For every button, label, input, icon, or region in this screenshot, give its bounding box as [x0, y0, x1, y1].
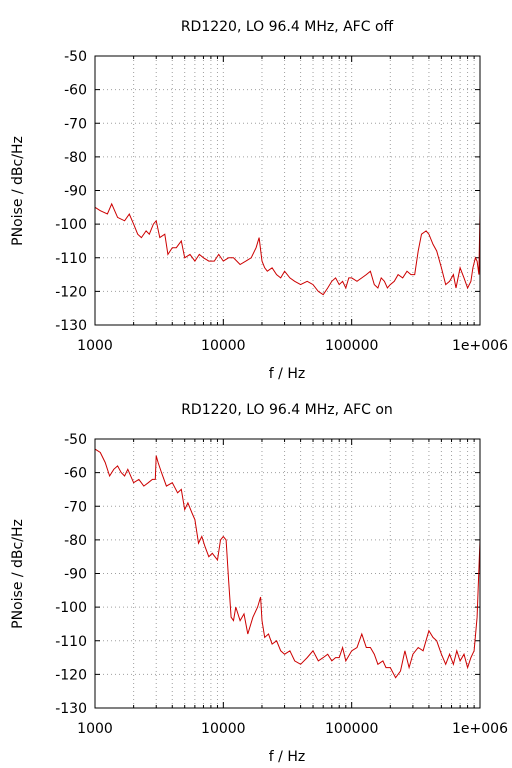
chart-afc-off: RD1220, LO 96.4 MHz, AFC off -130 -120 -11…: [10, 19, 508, 382]
y-tick-label: -50: [64, 432, 87, 448]
grid: [95, 439, 480, 708]
y-axis-label: PNoise / dBc/Hz: [10, 136, 26, 246]
x-tick-label: 100000: [325, 721, 378, 737]
x-tick-label: 1000: [77, 338, 113, 354]
y-tick-label: -100: [55, 600, 87, 616]
y-tick-label: -60: [64, 466, 87, 482]
chart-afc-on: RD1220, LO 96.4 MHz, AFC on -130 -120 -110…: [10, 402, 508, 765]
x-tick-label: 100000: [325, 338, 378, 354]
x-tick-labels: 1000 10000 100000 1e+006: [77, 721, 508, 737]
series-line: [94, 202, 481, 296]
y-tick-label: -130: [55, 701, 87, 717]
y-tick-labels: -130 -120 -110 -100 -90 -80 -70 -60 -50: [55, 49, 87, 334]
y-tick-label: -60: [64, 83, 87, 99]
plot-frame: [94, 438, 481, 709]
series-group: [94, 448, 481, 679]
x-tick-label: 10000: [201, 338, 246, 354]
x-tick-label: 1e+006: [452, 721, 508, 737]
y-tick-label: -80: [64, 533, 87, 549]
y-tick-label: -90: [64, 184, 87, 200]
x-tick-label: 10000: [201, 721, 246, 737]
x-tick-label: 1e+006: [452, 338, 508, 354]
y-tick-label: -110: [55, 251, 87, 267]
grid: [95, 56, 480, 325]
y-tick-label: -80: [64, 150, 87, 166]
y-tick-label: -120: [55, 667, 87, 683]
chart-title: RD1220, LO 96.4 MHz, AFC on: [181, 402, 393, 418]
y-tick-labels: -130 -120 -110 -100 -90 -80 -70 -60 -50: [55, 432, 87, 717]
series-line: [94, 448, 481, 679]
plot-frame: [94, 55, 481, 326]
chart-title: RD1220, LO 96.4 MHz, AFC off: [181, 19, 394, 35]
y-tick-label: -70: [64, 499, 87, 515]
y-tick-label: -120: [55, 284, 87, 300]
y-tick-label: -130: [55, 318, 87, 334]
y-tick-label: -50: [64, 49, 87, 65]
y-tick-label: -70: [64, 116, 87, 132]
y-axis-label: PNoise / dBc/Hz: [10, 519, 26, 629]
y-tick-label: -100: [55, 217, 87, 233]
series-group: [94, 202, 481, 296]
y-tick-label: -110: [55, 634, 87, 650]
x-tick-labels: 1000 10000 100000 1e+006: [77, 338, 508, 354]
y-tick-label: -90: [64, 567, 87, 583]
x-tick-label: 1000: [77, 721, 113, 737]
x-axis-label: f / Hz: [269, 749, 305, 765]
x-axis-label: f / Hz: [269, 366, 305, 382]
